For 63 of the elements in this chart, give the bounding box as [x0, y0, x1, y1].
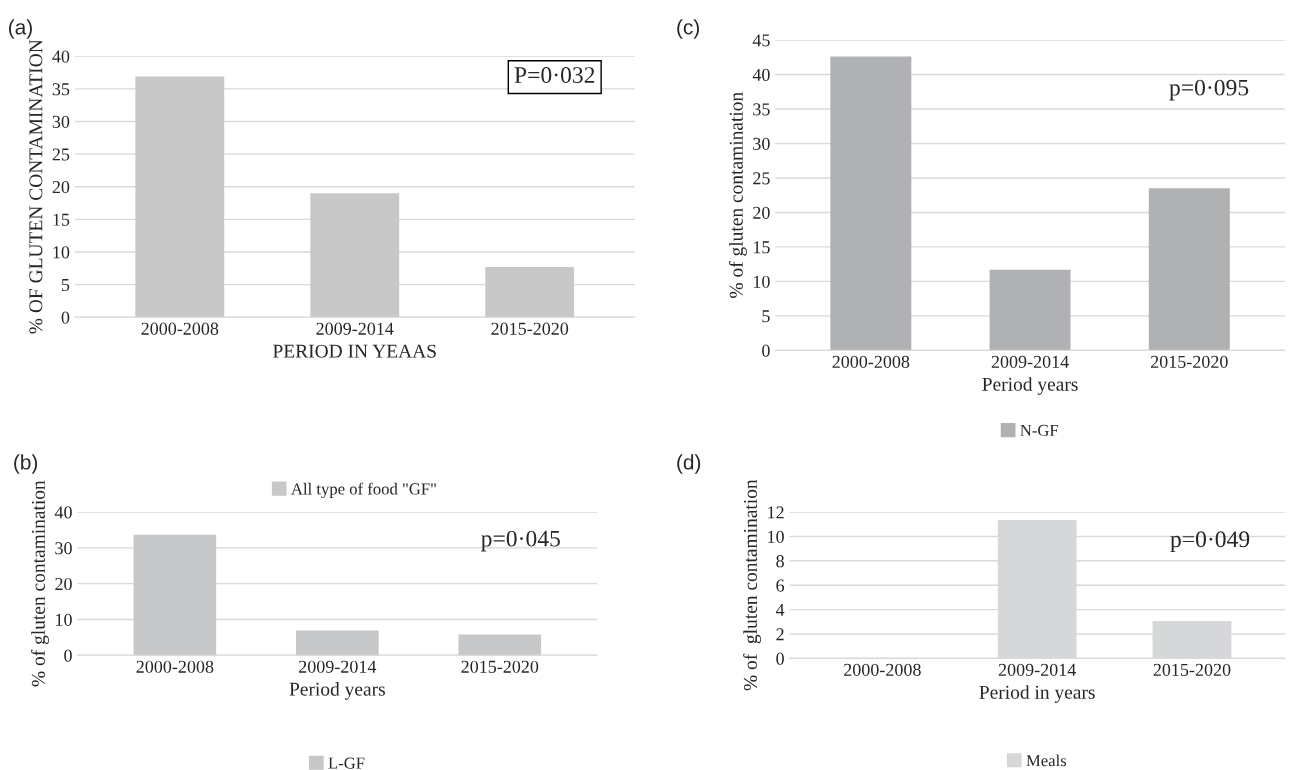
- y-tick-label: 45: [752, 34, 770, 47]
- chart-title: (d): [677, 454, 701, 474]
- annotation: p=0·045: [481, 530, 560, 552]
- y-tick-label: 0: [61, 311, 70, 324]
- y-tick-label: 6: [776, 579, 785, 592]
- y-tick-label: 2: [776, 628, 784, 641]
- x-axis-title: Period years: [289, 682, 385, 700]
- y-tick-label: 20: [52, 180, 70, 194]
- y-tick-label: 40: [752, 68, 770, 81]
- x-axis-title: Period in years: [979, 685, 1095, 703]
- chart-title: (b): [14, 454, 38, 474]
- y-tick-label: 5: [762, 310, 770, 323]
- x-tick-label: 2009-2014: [299, 660, 377, 673]
- x-tick-label: 2009-2014: [316, 322, 394, 335]
- y-tick-label: 20: [753, 206, 770, 219]
- x-tick-label: 2015-2020: [1153, 663, 1231, 676]
- y-tick-label: 12: [768, 506, 784, 519]
- x-tick-label: 2009-2014: [991, 355, 1069, 368]
- chart-title: (c): [677, 19, 699, 39]
- x-tick-label: 2015-2020: [461, 660, 539, 673]
- y-tick-label: 30: [55, 542, 72, 555]
- y-tick-label: 4: [775, 603, 785, 616]
- y-tick-label: 25: [753, 172, 770, 185]
- x-tick-label: 2000-2008: [844, 663, 921, 676]
- x-tick-label: 2015-2020: [491, 322, 569, 335]
- y-tick-label: 40: [52, 50, 70, 63]
- y-axis-title: % OF GLUTEN CONTAMINATION: [29, 39, 43, 334]
- legend-label: All type of food "GF": [291, 482, 436, 498]
- y-tick-label: 15: [53, 213, 70, 226]
- x-tick-label: 2015-2020: [1150, 355, 1228, 368]
- legend-label: L-GF: [328, 757, 365, 769]
- y-tick-label: 10: [56, 613, 72, 626]
- y-tick-label: 35: [52, 83, 70, 96]
- annotation: p=0·049: [1170, 531, 1250, 553]
- y-axis-title: % of gluten contamination: [743, 479, 762, 691]
- y-tick-label: 0: [64, 649, 72, 662]
- x-tick-label: 2000-2008: [832, 355, 910, 368]
- y-tick-label: 40: [54, 506, 72, 519]
- y-tick-label: 5: [61, 279, 70, 292]
- x-tick-label: 2000-2008: [136, 660, 214, 673]
- y-tick-label: 25: [52, 148, 70, 161]
- legend-label: Meals: [1026, 754, 1067, 767]
- y-tick-label: 0: [776, 652, 784, 665]
- y-tick-label: 0: [762, 344, 770, 357]
- y-tick-label: 20: [55, 577, 72, 591]
- y-tick-label: 10: [53, 246, 70, 259]
- x-tick-label: 2009-2014: [998, 663, 1076, 676]
- y-tick-label: 35: [753, 103, 770, 116]
- y-tick-label: 15: [753, 241, 770, 254]
- y-tick-label: 8: [776, 555, 784, 568]
- x-axis-title: PERIOD IN YEAAS: [273, 344, 436, 358]
- y-tick-label: 30: [52, 115, 70, 128]
- annotation: P=0·032: [514, 67, 595, 83]
- y-tick-label: 10: [768, 530, 784, 543]
- annotation: p=0·095: [1169, 79, 1249, 101]
- legend-label: N-GF: [1020, 424, 1059, 437]
- chart-title: (a): [9, 19, 32, 39]
- x-axis-title: Period years: [982, 377, 1078, 395]
- y-tick-label: 30: [753, 137, 770, 150]
- y-axis-title: % of gluten contamination: [31, 480, 49, 687]
- y-axis-title: % of gluten contamination: [728, 92, 747, 298]
- y-tick-label: 10: [753, 275, 770, 288]
- x-tick-label: 2000-2008: [141, 322, 219, 335]
